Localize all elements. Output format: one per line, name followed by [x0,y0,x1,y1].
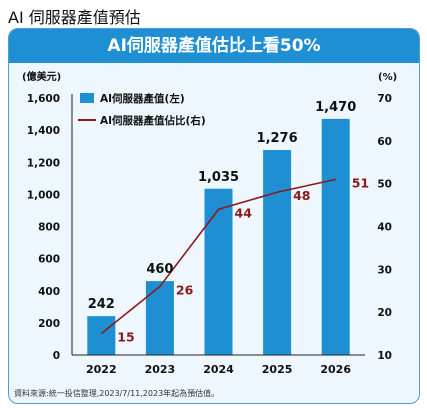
y2-tick-label: 70 [377,93,392,105]
y-tick-label: 200 [38,318,60,330]
y2-tick-label: 20 [377,307,392,319]
x-tick-label: 2022 [86,363,117,376]
x-tick-label: 2025 [262,363,293,376]
line-value-label: 44 [235,205,253,220]
data-labels: 242 460 1,035 1,276 1,470 15 26 44 48 51 [88,100,369,345]
source-note: 資料來源:統一投信整理,2023/7/11,2023年起為預估值。 [14,389,220,398]
axes: 0 200 400 600 800 1,000 1,200 1,400 1,600 10 20 30 4… [22,70,397,376]
line-path [100,178,336,335]
legend: AI伺服器產值(左) AI伺服器產值佔比(右) [78,92,206,127]
bar [321,118,350,355]
x-tick-label: 2024 [203,363,234,376]
y-tick-label: 1,600 [27,93,60,105]
x-tick-label: 2026 [320,363,351,376]
y2-tick-label: 40 [377,222,392,234]
y2-tick-label: 50 [377,179,392,191]
y-tick-label: 400 [38,286,60,298]
line-series [100,178,336,335]
y-tick-label: 0 [53,350,60,362]
y2-tick-label: 30 [377,264,392,276]
bar-value-label: 1,035 [198,170,239,185]
chart-title: AI伺服器產值估比上看50% [9,29,419,63]
y-tick-label: 1,000 [27,189,60,201]
left-axis-unit: (億美元) [22,70,61,83]
y2-tick-label: 60 [377,136,392,148]
bar [87,316,116,355]
line-value-label: 51 [352,175,369,190]
bar-value-label: 460 [146,262,173,277]
bar [263,150,292,355]
y-tick-label: 600 [38,254,60,266]
legend-bar-swatch [80,93,94,103]
bar-value-label: 1,470 [315,100,356,115]
line-value-label: 26 [176,282,194,297]
y-tick-label: 800 [38,222,60,234]
y2-tick-label: 10 [377,350,392,362]
bar-value-label: 242 [88,297,115,312]
page-title: AI 伺服器產值預估 [8,8,141,27]
right-axis-unit: (%) [378,72,397,83]
bar [204,188,233,355]
y-tick-label: 1,400 [27,125,60,137]
line-value-label: 48 [293,188,310,203]
y-tick-label: 1,200 [27,157,60,169]
legend-bar-label: AI伺服器產值(左) [100,92,185,105]
legend-line-label: AI伺服器產值佔比(右) [100,114,206,127]
bar-value-label: 1,276 [257,131,298,146]
bar [145,281,174,355]
line-value-label: 15 [117,330,134,345]
bar-series [87,118,350,355]
x-tick-label: 2023 [145,363,176,376]
